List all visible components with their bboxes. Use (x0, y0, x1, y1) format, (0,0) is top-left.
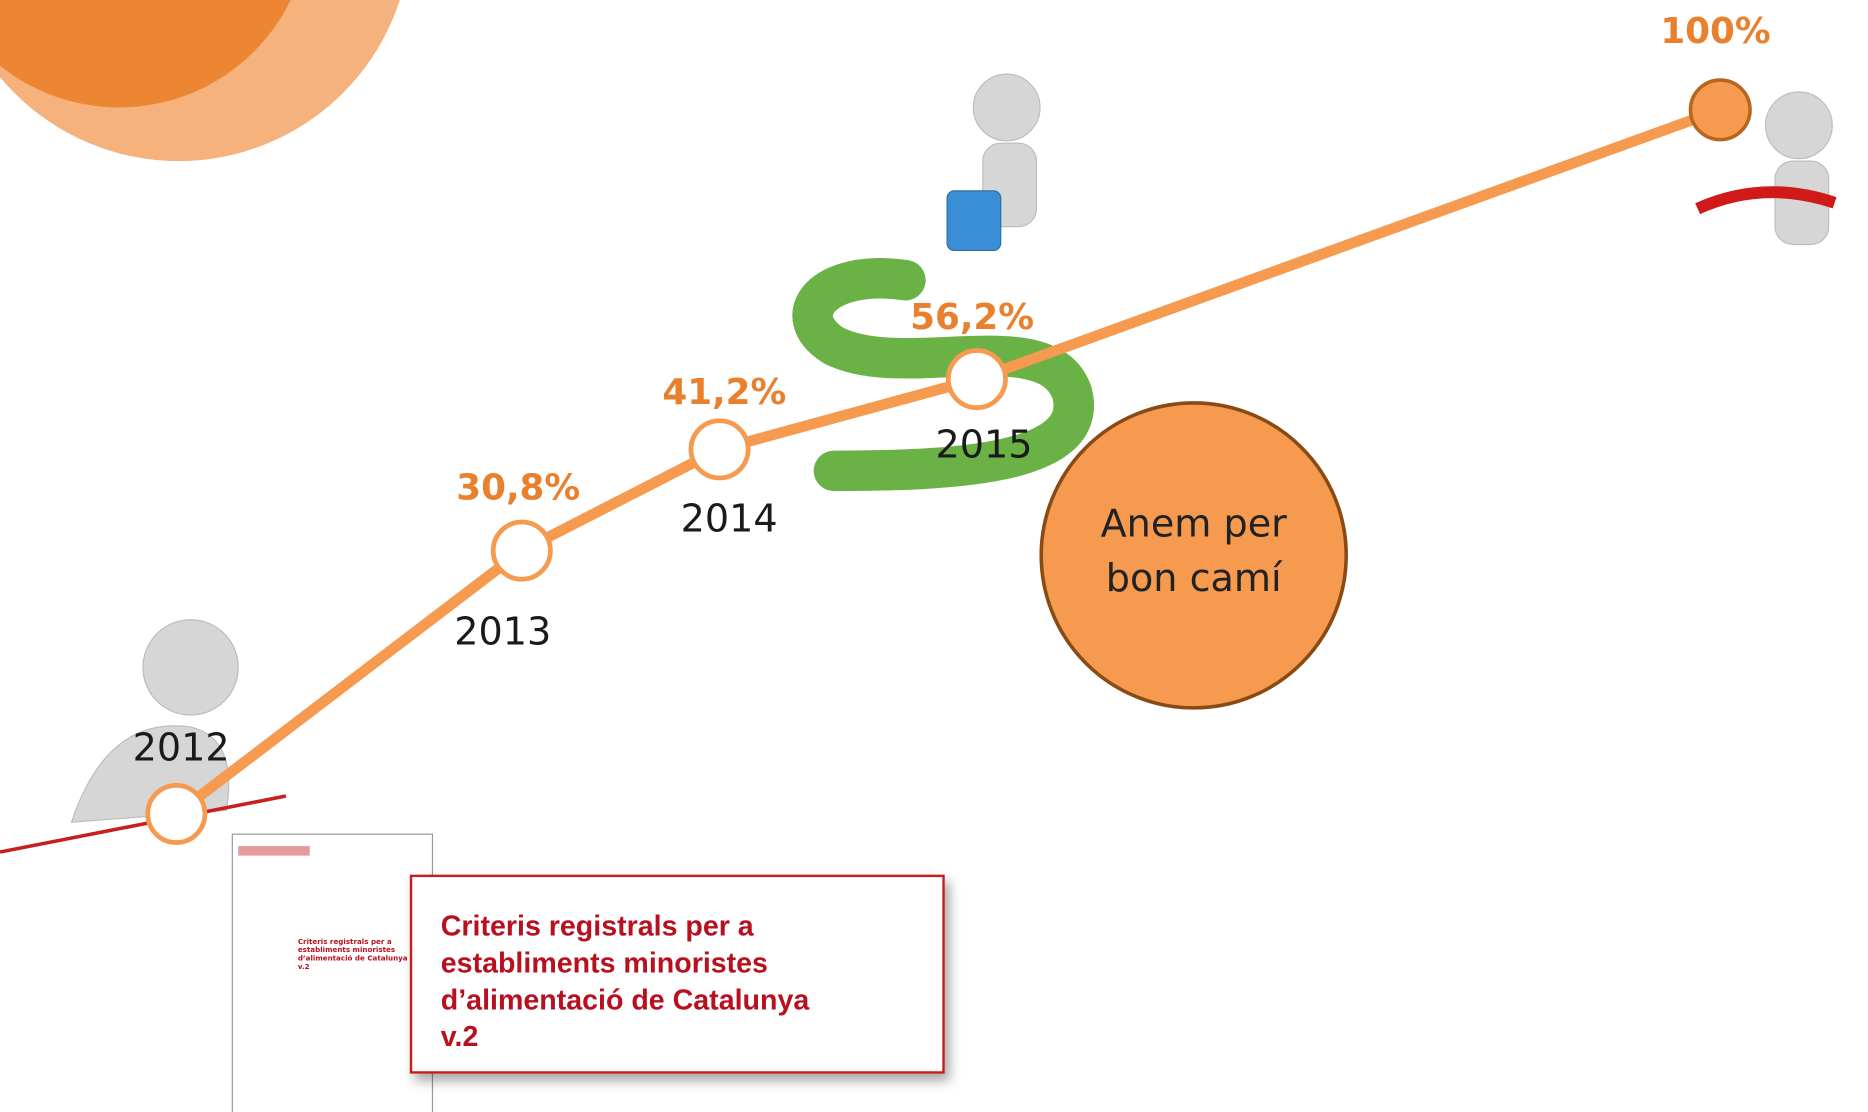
document-title: v.2 (441, 1021, 479, 1053)
thumbnail-title: d’alimentació de Catalunya (298, 953, 408, 962)
slide: 2012 2013 30,8% 2014 41,2% 2015 56,2% 100% Ane… (0, 0, 1868, 1112)
thumbnail-title: v.2 (298, 962, 310, 971)
document-title: establiments minoristes (441, 947, 768, 979)
goal-label: 100% (1660, 11, 1770, 52)
goal-node (1690, 80, 1750, 140)
milestone-node (948, 350, 1005, 407)
milestone-node (691, 421, 748, 478)
milestone-value: 56,2% (910, 297, 1034, 338)
milestone-node (493, 522, 550, 579)
milestone-value: 30,8% (456, 467, 580, 508)
callout-text: Anem per (1101, 501, 1288, 545)
milestone-year: 2015 (936, 423, 1033, 467)
milestone-value: 41,2% (662, 372, 786, 413)
milestone-year: 2013 (454, 610, 551, 654)
thumb-logo (238, 846, 309, 856)
document-title: Criteris registrals per a (441, 910, 755, 942)
milestone-year: 2012 (133, 725, 230, 769)
document-title: d’alimentació de Catalunya (441, 984, 811, 1016)
milestone-node (148, 785, 205, 842)
milestone-year: 2014 (681, 497, 778, 541)
callout-text: bon camí (1106, 556, 1283, 600)
document-thumbnail (232, 834, 432, 1112)
